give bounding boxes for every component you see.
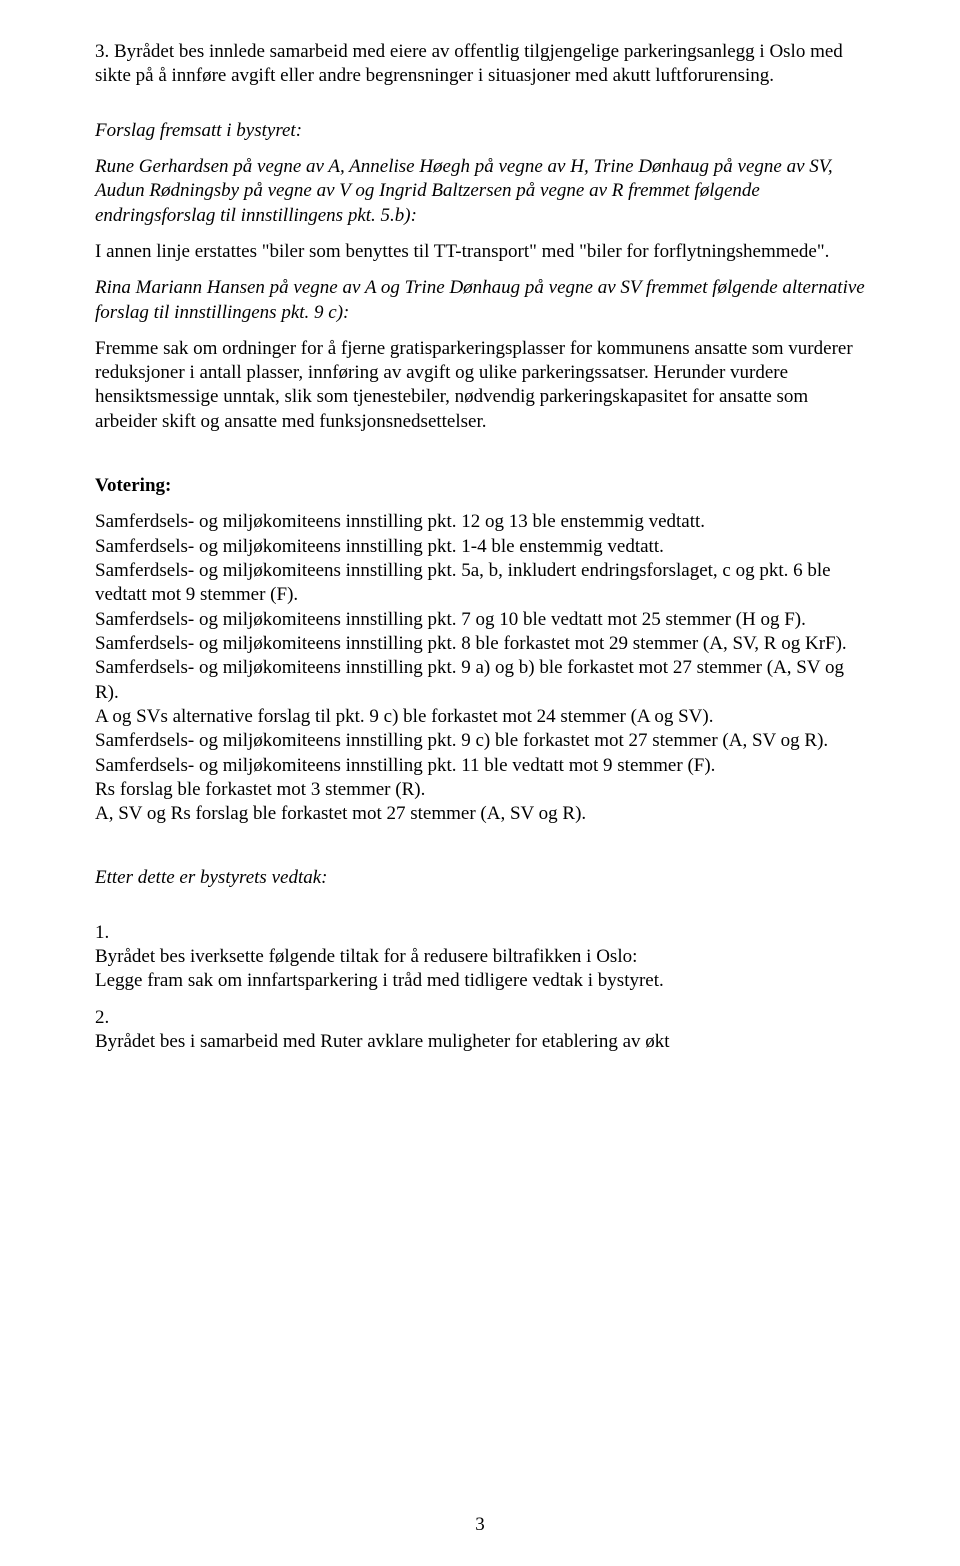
resolution-1-line-a: Byrådet bes iverksette følgende tiltak f… — [95, 945, 865, 969]
votering-line-6: Samferdsels- og miljøkomiteens innstilli… — [95, 656, 865, 705]
votering-line-10: Rs forslag ble forkastet mot 3 stemmer (… — [95, 778, 865, 802]
resolution-2-number: 2. — [95, 1006, 865, 1030]
resolution-1-line-b: Legge fram sak om innfartsparkering i tr… — [95, 969, 865, 993]
votering-line-11: A, SV og Rs forslag ble forkastet mot 27… — [95, 802, 865, 826]
votering-line-8: Samferdsels- og miljøkomiteens innstilli… — [95, 729, 865, 753]
replacement-text: I annen linje erstattes "biler som benyt… — [95, 240, 865, 264]
votering-line-5: Samferdsels- og miljøkomiteens innstilli… — [95, 632, 865, 656]
votering-line-4: Samferdsels- og miljøkomiteens innstilli… — [95, 608, 865, 632]
document-page: 3. Byrådet bes innlede samarbeid med eie… — [0, 0, 960, 1566]
page-number: 3 — [0, 1514, 960, 1536]
resolution-2-line-a: Byrådet bes i samarbeid med Ruter avklar… — [95, 1030, 865, 1054]
paragraph-item-3: 3. Byrådet bes innlede samarbeid med eie… — [95, 40, 865, 89]
spacer — [95, 446, 865, 474]
forslag-heading: Forslag fremsatt i bystyret: — [95, 119, 865, 143]
spacer — [95, 101, 865, 119]
forslag-body-1: Rune Gerhardsen på vegne av A, Annelise … — [95, 155, 865, 228]
votering-line-1: Samferdsels- og miljøkomiteens innstilli… — [95, 510, 865, 534]
votering-line-9: Samferdsels- og miljøkomiteens innstilli… — [95, 754, 865, 778]
resolution-1-number: 1. — [95, 921, 865, 945]
votering-heading: Votering: — [95, 474, 865, 498]
forslag-body-2: Rina Mariann Hansen på vegne av A og Tri… — [95, 276, 865, 325]
votering-line-7: A og SVs alternative forslag til pkt. 9 … — [95, 705, 865, 729]
fremme-sak-text: Fremme sak om ordninger for å fjerne gra… — [95, 337, 865, 434]
spacer — [95, 838, 865, 866]
vedtak-heading: Etter dette er bystyrets vedtak: — [95, 866, 865, 890]
spacer — [95, 903, 865, 921]
votering-line-2: Samferdsels- og miljøkomiteens innstilli… — [95, 535, 865, 559]
votering-line-3: Samferdsels- og miljøkomiteens innstilli… — [95, 559, 865, 608]
